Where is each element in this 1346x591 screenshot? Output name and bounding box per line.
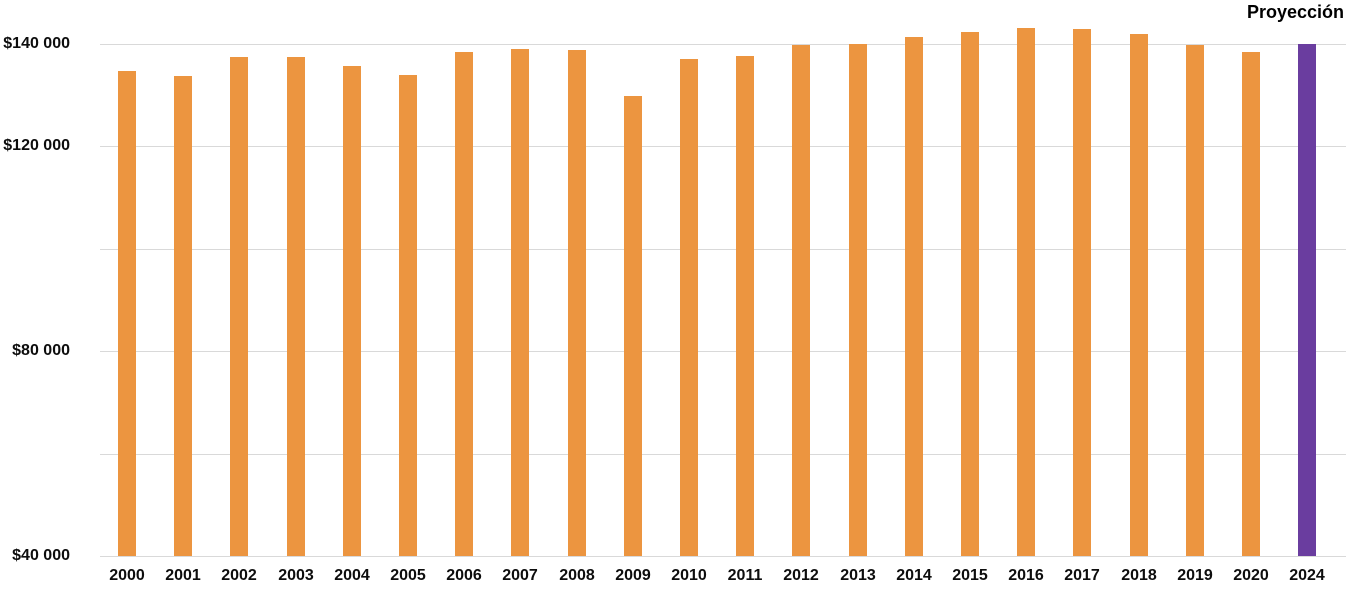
x-axis-label-2018: 2018 — [1121, 567, 1157, 584]
gridline-120000 — [100, 146, 1346, 147]
bar-2013 — [849, 44, 867, 556]
gridline-60000 — [100, 454, 1346, 455]
bar-2004 — [343, 66, 361, 556]
x-axis-label-2010: 2010 — [671, 567, 707, 584]
bar-2017 — [1073, 29, 1091, 556]
bar-2007 — [511, 49, 529, 556]
bar-2010 — [680, 59, 698, 556]
bar-2008 — [568, 50, 586, 556]
x-axis-label-2005: 2005 — [390, 567, 426, 584]
x-axis-label-2008: 2008 — [559, 567, 595, 584]
bar-2011 — [736, 56, 754, 556]
x-axis-label-2024: 2024 — [1289, 567, 1325, 584]
bar-2019 — [1186, 45, 1204, 556]
gridline-40000 — [100, 556, 1346, 557]
bar-2018 — [1130, 34, 1148, 556]
y-axis-label-120000: $120 000 — [3, 137, 70, 154]
x-axis-label-2001: 2001 — [165, 567, 201, 584]
x-axis-label-2012: 2012 — [783, 567, 819, 584]
bar-2024 — [1298, 44, 1316, 556]
bar-2003 — [287, 57, 305, 556]
x-axis-label-2007: 2007 — [502, 567, 538, 584]
bar-2001 — [174, 76, 192, 556]
x-axis-label-2020: 2020 — [1233, 567, 1269, 584]
x-axis-label-2011: 2011 — [727, 567, 763, 584]
x-axis-label-2006: 2006 — [446, 567, 482, 584]
x-axis-label-2017: 2017 — [1064, 567, 1100, 584]
y-axis-label-140000: $140 000 — [3, 35, 70, 52]
bar-2000 — [118, 71, 136, 556]
x-axis-label-2004: 2004 — [334, 567, 370, 584]
gridline-100000 — [100, 249, 1346, 250]
bar-2002 — [230, 57, 248, 556]
x-axis-label-2014: 2014 — [896, 567, 932, 584]
bar-2012 — [792, 45, 810, 556]
bar-2005 — [399, 75, 417, 556]
bar-2006 — [455, 52, 473, 556]
bar-2014 — [905, 37, 923, 556]
x-axis-label-2015: 2015 — [952, 567, 988, 584]
y-axis-label-80000: $80 000 — [12, 342, 70, 359]
bar-2015 — [961, 32, 979, 556]
gridline-140000 — [100, 44, 1346, 45]
x-axis-label-2019: 2019 — [1177, 567, 1213, 584]
bar-2009 — [624, 96, 642, 556]
x-axis-label-2002: 2002 — [221, 567, 257, 584]
gridline-80000 — [100, 351, 1346, 352]
bar-2016 — [1017, 28, 1035, 556]
x-axis-label-2000: 2000 — [109, 567, 145, 584]
bar-2020 — [1242, 52, 1260, 556]
x-axis-label-2009: 2009 — [615, 567, 651, 584]
x-axis-label-2013: 2013 — [840, 567, 876, 584]
x-axis-label-2003: 2003 — [278, 567, 314, 584]
x-axis-label-2016: 2016 — [1008, 567, 1044, 584]
projection-label: Proyección — [1246, 2, 1344, 22]
y-axis-label-40000: $40 000 — [12, 547, 70, 564]
